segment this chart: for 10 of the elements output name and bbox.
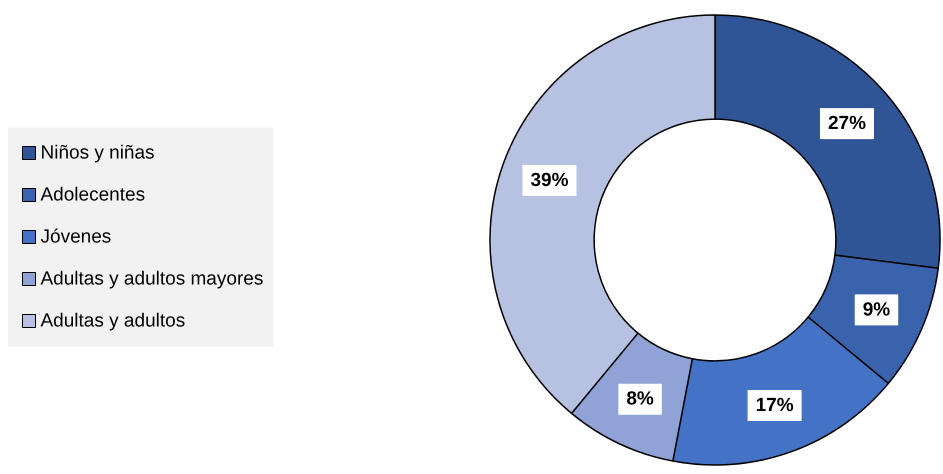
legend-label: Adolecentes xyxy=(40,184,146,206)
legend-label: Adultas y adultos mayores xyxy=(40,268,264,290)
data-label: 27% xyxy=(828,113,866,134)
data-label: 8% xyxy=(626,388,654,410)
data-label: 9% xyxy=(862,299,890,320)
data-label: 17% xyxy=(756,395,794,416)
data-label: 39% xyxy=(530,170,569,191)
legend-label: Niños y niñas xyxy=(40,142,155,164)
legend-label: Jóvenes xyxy=(40,226,112,248)
legend-label: Adultas y adultos xyxy=(40,310,186,332)
